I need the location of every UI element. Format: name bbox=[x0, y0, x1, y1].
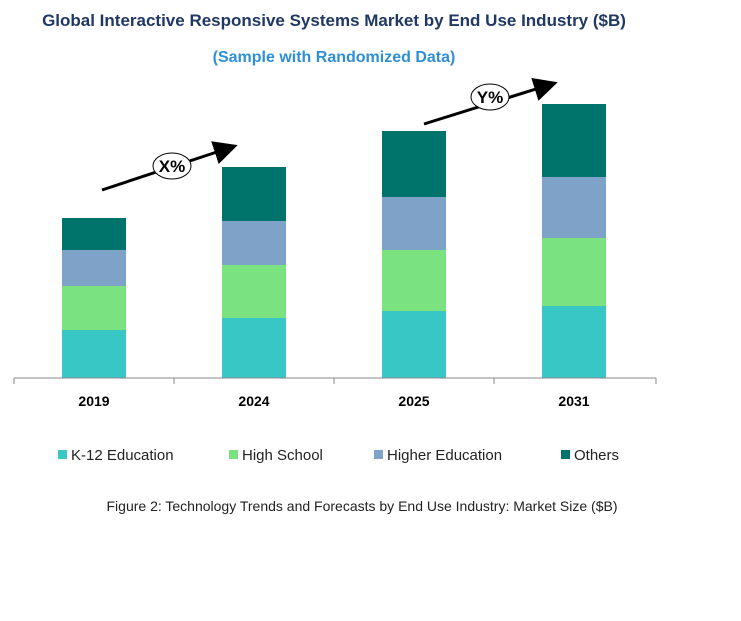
x-tick-label: 2025 bbox=[398, 393, 429, 409]
legend-swatch bbox=[374, 450, 383, 459]
bar-2019-k-12-education bbox=[62, 330, 126, 378]
bar-2024-high-school bbox=[222, 265, 286, 318]
legend-swatch bbox=[58, 450, 67, 459]
bar-2031-k-12-education bbox=[542, 306, 606, 378]
bar-2025-k-12-education bbox=[382, 311, 446, 378]
bar-2025-high-school bbox=[382, 250, 446, 311]
bar-2024-others bbox=[222, 167, 286, 221]
legend-label: Others bbox=[574, 447, 619, 464]
cagr-label: X% bbox=[159, 157, 185, 176]
cagr-label: Y% bbox=[477, 88, 503, 107]
bar-2025-others bbox=[382, 131, 446, 197]
bar-2019-others bbox=[62, 218, 126, 250]
bar-2031-others bbox=[542, 104, 606, 177]
cagr-bubble bbox=[152, 152, 192, 180]
bar-2031-high-school bbox=[542, 238, 606, 306]
x-tick-label: 2024 bbox=[238, 393, 269, 409]
figure-caption: Figure 2: Technology Trends and Forecast… bbox=[107, 498, 618, 514]
x-tick-label: 2031 bbox=[558, 393, 589, 409]
bar-2024-higher-education bbox=[222, 221, 286, 265]
cagr-bubble bbox=[470, 83, 510, 111]
bar-2024-k-12-education bbox=[222, 318, 286, 378]
x-tick-label: 2019 bbox=[78, 393, 109, 409]
bar-2019-high-school bbox=[62, 286, 126, 330]
legend-label: K-12 Education bbox=[71, 447, 174, 464]
legend-swatch bbox=[229, 450, 238, 459]
bar-2025-higher-education bbox=[382, 197, 446, 250]
legend-swatch bbox=[561, 450, 570, 459]
legend-label: High School bbox=[242, 447, 323, 464]
chart-subtitle: (Sample with Randomized Data) bbox=[213, 49, 456, 66]
legend-label: Higher Education bbox=[387, 447, 502, 464]
bar-2031-higher-education bbox=[542, 177, 606, 238]
bar-2019-higher-education bbox=[62, 250, 126, 286]
chart-title: Global Interactive Responsive Systems Ma… bbox=[42, 11, 626, 30]
